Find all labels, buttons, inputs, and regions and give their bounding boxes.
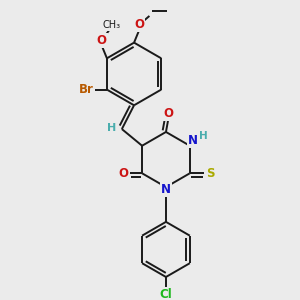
Text: O: O	[163, 107, 173, 121]
Text: H: H	[107, 123, 116, 133]
Text: Br: Br	[79, 83, 94, 96]
Text: O: O	[97, 34, 107, 47]
Text: Cl: Cl	[160, 288, 172, 300]
Text: O: O	[118, 167, 128, 180]
Text: CH₃: CH₃	[103, 20, 121, 30]
Text: S: S	[206, 167, 215, 180]
Text: H: H	[200, 130, 208, 141]
Text: N: N	[161, 183, 171, 196]
Text: N: N	[188, 134, 198, 147]
Text: O: O	[134, 18, 144, 31]
